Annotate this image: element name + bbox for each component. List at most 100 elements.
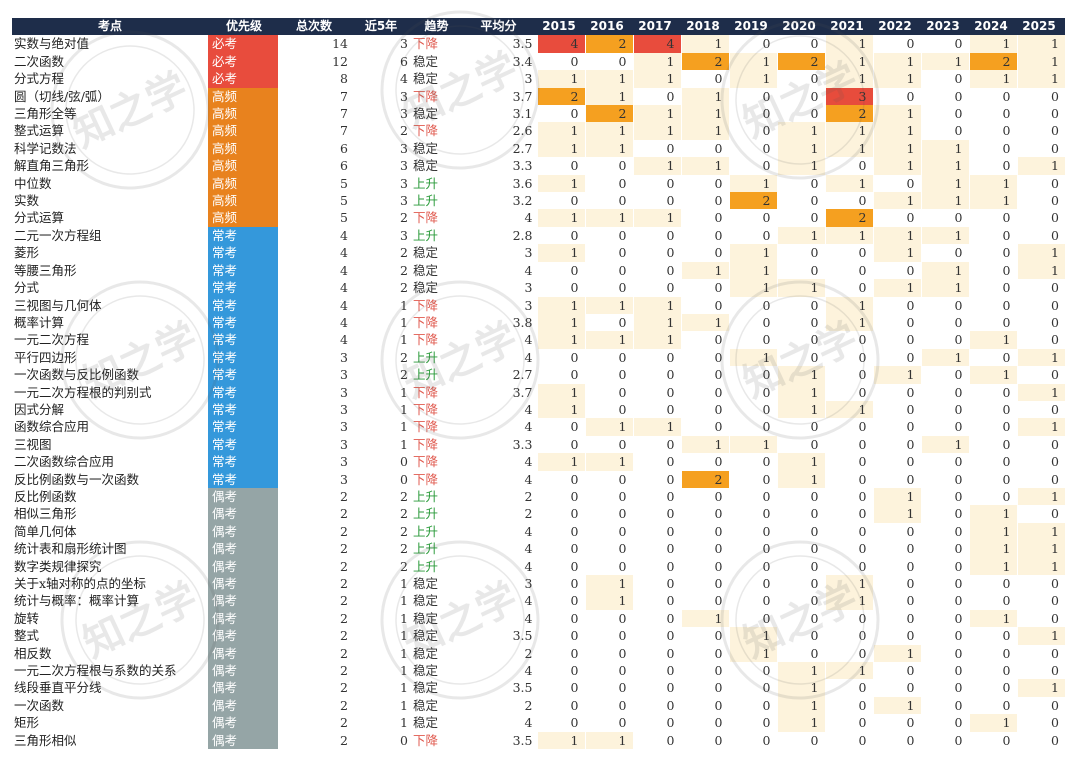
year-count-cell: 0 xyxy=(680,174,729,193)
year-count-cell: 0 xyxy=(872,470,921,488)
topic-name-cell: 旋转 xyxy=(14,610,40,626)
total-count-cell: 2 xyxy=(340,732,348,748)
total-count-cell: 2 xyxy=(340,663,348,679)
average-score-cell: 3.3 xyxy=(512,436,533,452)
year-count-cell: 0 xyxy=(584,557,633,575)
year-count-cell: 0 xyxy=(584,157,633,175)
year-count-cell: 0 xyxy=(584,313,633,332)
recent-5yr-cell: 1 xyxy=(400,697,408,713)
year-count-cell: 1 xyxy=(872,52,921,71)
average-score-cell: 3 xyxy=(524,245,533,261)
total-count-cell: 2 xyxy=(340,610,348,626)
year-count-cell: 1 xyxy=(776,696,825,715)
year-count-cell: 0 xyxy=(1016,296,1065,314)
year-count-cell: 1 xyxy=(920,435,969,454)
year-count-cell: 1 xyxy=(920,261,969,280)
year-count-cell: 1 xyxy=(872,366,921,384)
total-count-cell: 2 xyxy=(340,576,348,591)
average-score-cell: 4 xyxy=(524,262,533,278)
year-count-cell: 0 xyxy=(776,575,825,593)
year-count-cell: 0 xyxy=(968,226,1017,245)
year-count-cell: 0 xyxy=(920,644,969,663)
year-count-cell: 0 xyxy=(968,731,1017,750)
year-count-cell: 0 xyxy=(920,731,969,750)
topic-name-cell: 实数与绝对值 xyxy=(14,36,90,52)
trend-cell: 稳定 xyxy=(413,645,439,661)
year-count-cell: 1 xyxy=(536,331,585,349)
priority-cell: 高频 xyxy=(208,87,278,106)
year-count-cell: 1 xyxy=(872,105,921,123)
table-row: 相反数 偶考 2 1 稳定 2 0 0 0 0 1 0 0 1 0 0 0 xyxy=(12,644,1065,663)
table-row: 二元一次方程组 常考 4 3 上升 2.8 0 0 0 0 0 1 1 1 1 0 0 xyxy=(12,226,1065,245)
year-count-cell: 1 xyxy=(536,209,585,227)
year-count-cell: 0 xyxy=(968,575,1017,593)
total-count-cell: 2 xyxy=(340,488,348,504)
table-row: 数字类规律探究 偶考 2 2 上升 4 0 0 0 0 0 0 0 0 0 1 1 xyxy=(12,557,1065,575)
year-count-cell: 1 xyxy=(1016,348,1065,367)
year-count-cell: 0 xyxy=(872,557,921,575)
year-count-cell: 1 xyxy=(536,122,585,140)
year-count-cell: 1 xyxy=(632,313,681,332)
year-count-cell: 1 xyxy=(1016,70,1065,88)
year-count-cell: 1 xyxy=(1016,679,1065,697)
year-count-cell: 1 xyxy=(776,383,825,401)
year-count-cell: 0 xyxy=(824,157,873,175)
recent-5yr-cell: 2 xyxy=(400,367,408,383)
recent-5yr-cell: 1 xyxy=(400,401,408,417)
year-count-cell: 0 xyxy=(872,400,921,419)
trend-cell: 稳定 xyxy=(413,697,439,713)
year-count-cell: 0 xyxy=(632,348,681,367)
year-count-cell: 0 xyxy=(680,662,729,680)
year-count-cell: 0 xyxy=(1016,609,1065,628)
year-count-cell: 0 xyxy=(776,522,825,541)
year-count-cell: 0 xyxy=(776,487,825,506)
trend-cell: 下降 xyxy=(413,123,439,139)
year-count-cell: 1 xyxy=(728,244,777,262)
table-body: 实数与绝对值 必考 14 3 下降 3.5 4 2 4 1 0 0 1 0 0 1 1 二次函数 必考 12 6 稳定 3.… xyxy=(12,35,1065,750)
year-count-cell: 1 xyxy=(968,192,1017,210)
table-row: 统计表和扇形统计图 偶考 2 2 上升 4 0 0 0 0 0 0 0 0 0 1 1 xyxy=(12,540,1065,558)
year-count-cell: 0 xyxy=(680,366,729,384)
year-count-cell: 0 xyxy=(968,644,1017,663)
year-count-cell: 0 xyxy=(776,87,825,106)
trend-cell: 上升 xyxy=(413,523,439,539)
year-count-cell: 1 xyxy=(728,70,777,88)
year-count-cell: 4 xyxy=(536,35,585,53)
year-count-cell: 0 xyxy=(1016,714,1065,732)
average-score-cell: 4 xyxy=(524,210,533,226)
priority-cell: 高频 xyxy=(208,105,278,123)
recent-5yr-cell: 1 xyxy=(400,610,408,626)
trend-cell: 下降 xyxy=(413,314,439,330)
year-count-cell: 0 xyxy=(824,470,873,488)
year-count-cell: 0 xyxy=(872,522,921,541)
year-count-cell: 0 xyxy=(872,331,921,349)
year-count-cell: 0 xyxy=(680,679,729,697)
trend-cell: 稳定 xyxy=(413,593,439,609)
year-count-cell: 0 xyxy=(968,105,1017,123)
priority-cell: 偶考 xyxy=(208,540,278,558)
total-count-cell: 2 xyxy=(340,506,348,522)
topic-name-cell: 因式分解 xyxy=(14,401,65,417)
recent-5yr-cell: 3 xyxy=(400,193,408,209)
year-count-cell: 0 xyxy=(728,487,777,506)
year-count-cell: 0 xyxy=(584,348,633,367)
year-count-cell: 0 xyxy=(776,174,825,193)
priority-cell: 高频 xyxy=(208,157,278,175)
year-count-cell: 1 xyxy=(872,226,921,245)
year-count-cell: 0 xyxy=(920,244,969,262)
table-row: 一元二次方程根与系数的关系 偶考 2 1 稳定 4 0 0 0 0 0 1 1 0 0 0 0 xyxy=(12,662,1065,680)
year-count-cell: 1 xyxy=(824,174,873,193)
year-count-cell: 1 xyxy=(968,557,1017,575)
year-count-cell: 0 xyxy=(584,505,633,523)
year-count-cell: 1 xyxy=(776,279,825,297)
year-count-cell: 0 xyxy=(1016,435,1065,454)
year-count-cell: 0 xyxy=(776,644,825,663)
year-count-cell: 1 xyxy=(968,522,1017,541)
year-count-cell: 0 xyxy=(872,435,921,454)
year-count-cell: 1 xyxy=(632,105,681,123)
year-count-cell: 0 xyxy=(584,627,633,645)
year-count-cell: 0 xyxy=(728,714,777,732)
topic-name-cell: 科学记数法 xyxy=(14,140,77,156)
year-count-cell: 0 xyxy=(728,575,777,593)
year-count-cell: 0 xyxy=(728,105,777,123)
